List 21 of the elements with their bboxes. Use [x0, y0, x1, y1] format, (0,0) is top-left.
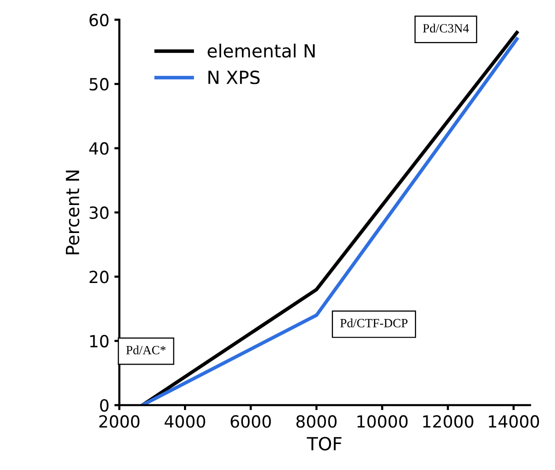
annotation: Pd/AC* [126, 346, 166, 354]
x-tick-label: 6000 [230, 415, 271, 428]
x-axis-title: TOF [306, 436, 342, 451]
y-tick-label: 0 [100, 399, 108, 412]
y-tick-label: 60 [90, 14, 108, 26]
x-tick-label: 2000 [99, 415, 140, 428]
y-tick-label: 50 [90, 78, 108, 91]
x-tick-label: 8000 [296, 415, 337, 428]
legend-label: elemental N [208, 44, 315, 58]
y-tick-label: 30 [90, 206, 108, 220]
y-axis-title: Percent N [66, 170, 80, 254]
x-tick-label: 12000 [423, 415, 474, 428]
x-tick-label: 10000 [357, 415, 408, 428]
x-tick-label: 4000 [164, 415, 206, 428]
legend-label: N XPS [208, 70, 260, 84]
y-tick-label: 10 [90, 334, 108, 348]
x-tick-label: 14000 [488, 415, 539, 428]
annotation: Pd/CTF-DCP [340, 318, 408, 328]
y-tick-label: 20 [90, 270, 108, 284]
y-tick-label: 40 [89, 142, 108, 155]
annotation: Pd/C3N4 [422, 24, 469, 33]
